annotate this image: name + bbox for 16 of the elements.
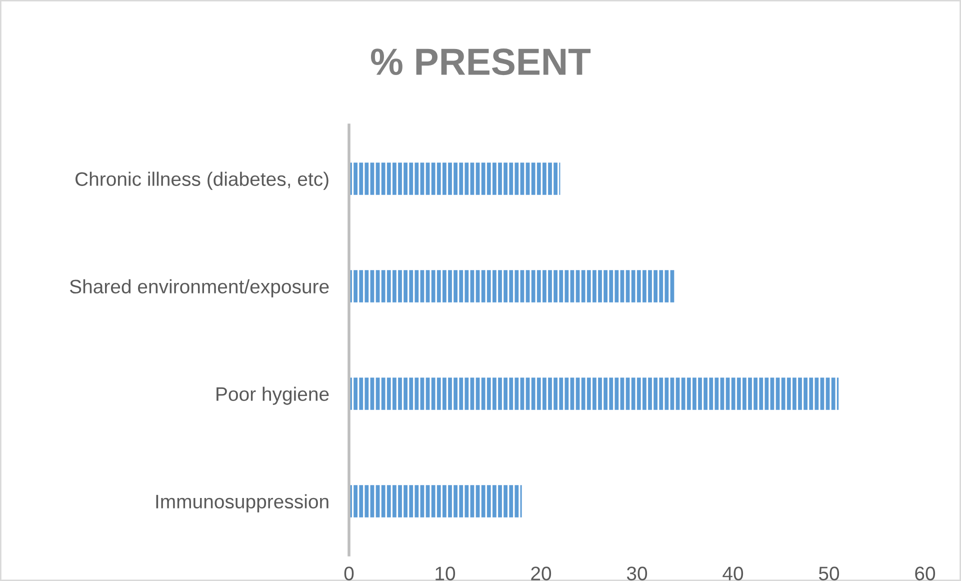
x-tick-label: 40	[722, 566, 744, 580]
bar	[349, 485, 522, 518]
y-tick-label: Immunosuppression	[156, 494, 328, 512]
bar	[349, 270, 676, 302]
bar	[349, 378, 839, 410]
x-tick-label: 10	[436, 566, 456, 580]
y-tick-label: Shared environment/exposure	[70, 279, 329, 298]
y-tick-label: Chronic illness (diabetes, etc)	[76, 172, 328, 190]
x-tick-label: 50	[818, 566, 840, 580]
y-tick-label: Poor hygiene	[216, 386, 329, 405]
x-tick-label: 20	[531, 566, 552, 580]
x-tick-label: 0	[344, 566, 354, 580]
bar	[349, 162, 560, 195]
x-tick-label: 60	[915, 566, 936, 580]
chart-title: % PRESENT	[370, 48, 591, 76]
x-tick-label: 30	[626, 566, 648, 580]
